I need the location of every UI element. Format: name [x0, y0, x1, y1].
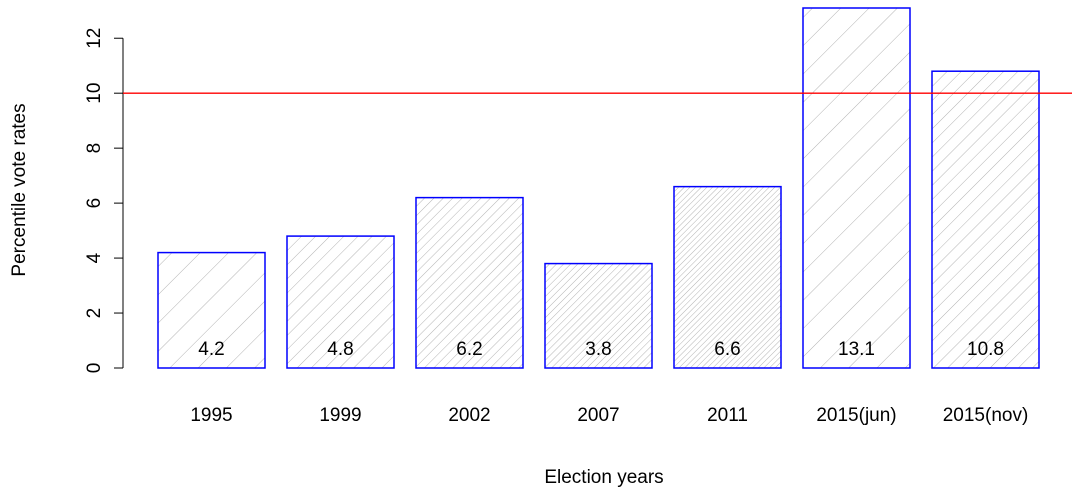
y-axis-label: Percentile vote rates [9, 103, 30, 276]
x-tick-label: 2015(jun) [816, 405, 896, 426]
y-tick-label: 2 [84, 308, 105, 319]
bar [802, 7, 911, 369]
x-tick-label: 2015(nov) [943, 405, 1029, 426]
bar [544, 262, 653, 369]
value-label: 13.1 [838, 339, 875, 360]
x-tick-label: 1995 [190, 405, 232, 426]
y-tick-label: 0 [84, 363, 105, 374]
x-axis-label: Election years [544, 467, 663, 488]
value-label: 3.8 [585, 339, 611, 360]
x-tick-label: 1999 [319, 405, 361, 426]
y-tick-label: 6 [84, 198, 105, 209]
x-tick-label: 2011 [707, 405, 748, 426]
x-tick-label: 2007 [577, 405, 619, 426]
y-tick-label: 4 [84, 252, 105, 263]
y-tick-label: 8 [84, 143, 105, 154]
bar [157, 251, 266, 369]
bar [415, 196, 524, 369]
y-tick-label: 10 [84, 83, 105, 104]
x-tick-label: 2002 [448, 405, 490, 426]
bar [673, 185, 782, 369]
value-label: 6.2 [456, 339, 482, 360]
bar [931, 70, 1040, 369]
value-label: 4.8 [327, 339, 353, 360]
value-label: 10.8 [967, 339, 1004, 360]
value-label: 4.2 [198, 339, 224, 360]
y-tick-label: 12 [84, 28, 105, 49]
value-label: 6.6 [714, 339, 740, 360]
bar [286, 235, 395, 369]
